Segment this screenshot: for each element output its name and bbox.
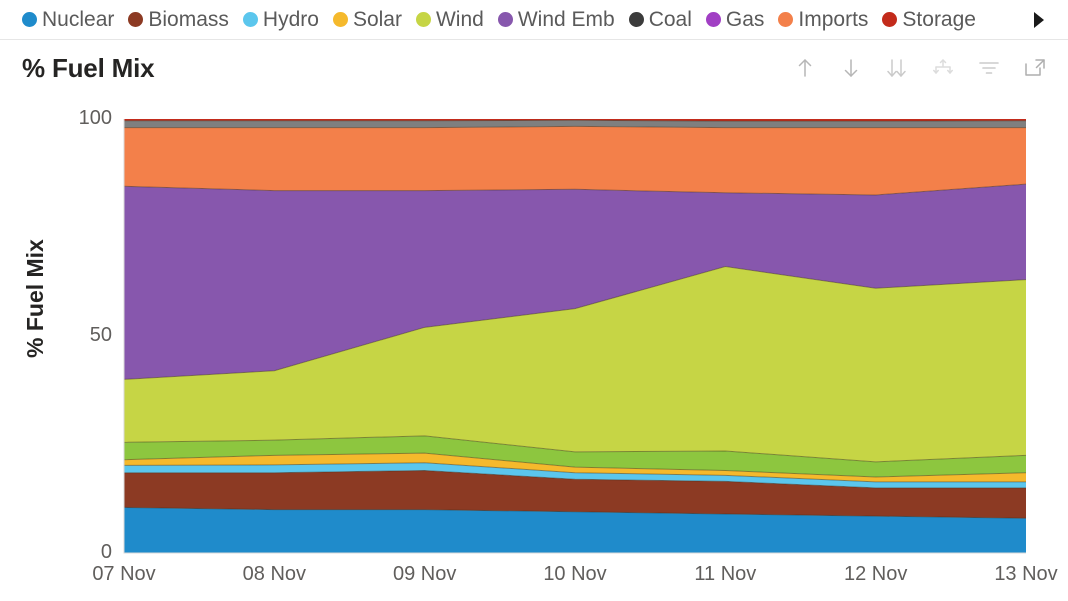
legend-item-gas[interactable]: Gas [705, 8, 765, 31]
area-series-wind-emb[interactable] [124, 266, 1026, 462]
area-series-gas[interactable] [124, 184, 1026, 380]
legend-item-label: Imports [798, 8, 869, 31]
legend-item-label: Gas [725, 8, 765, 31]
x-axis-tick-label: 12 Nov [843, 563, 908, 585]
legend-swatch-icon [128, 12, 144, 27]
chart-toolbar [792, 55, 1048, 81]
area-series-coal[interactable] [124, 120, 1026, 128]
legend-swatch-icon [242, 12, 258, 27]
legend-item-label: Wind Emb [517, 8, 615, 31]
legend-item-label: Storage [902, 8, 976, 31]
y-axis-tick-label: 100 [78, 107, 112, 129]
x-axis-tick-label: 10 Nov [543, 563, 607, 585]
legend-swatch-icon [497, 12, 513, 27]
drill-down-button[interactable] [884, 55, 910, 81]
legend-item-label: Wind [435, 8, 484, 31]
area-series-hydro[interactable] [124, 462, 1026, 488]
legend-overflow-chevron-right-icon[interactable] [1028, 9, 1050, 31]
x-axis-tick-label: 07 Nov [92, 563, 156, 585]
chart-legend: Nuclear Biomass Hydro Solar Wind Wind Emb Coal… [0, 0, 1068, 40]
legend-swatch-icon [415, 12, 431, 27]
area-series-storage[interactable] [124, 119, 1026, 122]
double-arrow-down-icon [887, 59, 906, 77]
chart-axis-lines [123, 119, 1026, 554]
legend-swatch-icon [705, 12, 721, 27]
legend-item-label: Hydro [262, 8, 319, 31]
area-series-nuclear[interactable] [124, 507, 1026, 553]
hierarchy-fork-icon [933, 59, 953, 74]
legend-swatch-icon [778, 12, 794, 27]
legend-item-biomass[interactable]: Biomass [128, 9, 229, 30]
series-boundary-line [123, 183, 1027, 196]
series-boundary-line [123, 266, 1027, 380]
sort-descending-button[interactable] [838, 55, 864, 81]
filter-icon [979, 62, 999, 74]
legend-item-label: Nuclear [42, 8, 115, 31]
x-axis-tick-label: 13 Nov [994, 563, 1058, 585]
series-boundary-line [123, 506, 1027, 519]
chart-plot-region: % Fuel Mix 0 50 100 07 Nov 08 Nov 09 Nov 10 N… [0, 103, 1068, 601]
arrow-up-icon [798, 59, 812, 77]
legend-swatch-icon [628, 12, 644, 27]
legend-item-label: Coal [648, 8, 692, 31]
series-boundary-line [123, 435, 1027, 463]
legend-item-wind-emb[interactable]: Wind Emb [497, 8, 615, 31]
y-axis-ticks: 0 50 100 [50, 103, 112, 601]
stacked-area-chart [123, 119, 1027, 554]
arrow-down-icon [844, 59, 858, 77]
series-boundary-line [123, 462, 1026, 483]
x-axis-tick-label: 08 Nov [242, 563, 307, 585]
page-title: % Fuel Mix [22, 53, 155, 83]
area-series-solar[interactable] [124, 453, 1026, 482]
area-series-wind[interactable] [124, 435, 1026, 478]
focus-mode-button[interactable] [1022, 55, 1048, 81]
expand-hierarchy-button[interactable] [930, 55, 956, 81]
legend-item-label: Solar [352, 8, 402, 31]
legend-item-wind[interactable]: Wind [415, 8, 484, 31]
legend-swatch-icon [882, 12, 898, 27]
legend-item-solar[interactable]: Solar [332, 8, 402, 31]
series-boundary-line [124, 470, 1026, 489]
y-axis-tick-label: 0 [100, 541, 112, 563]
legend-swatch-icon [332, 12, 348, 27]
series-boundary-line [123, 452, 1027, 478]
y-axis-tick-label: 50 [89, 324, 112, 346]
focus-expand-icon [1025, 59, 1045, 76]
filter-button[interactable] [976, 55, 1002, 81]
chart-header: % Fuel Mix [0, 41, 1068, 103]
legend-item-imports[interactable]: Imports [778, 9, 868, 30]
legend-swatch-icon [22, 12, 37, 27]
sort-ascending-button[interactable] [792, 55, 818, 81]
legend-item-hydro[interactable]: Hydro [242, 8, 319, 31]
x-axis-tick-label: 09 Nov [392, 563, 457, 585]
area-series-imports[interactable] [124, 126, 1026, 195]
series-boundary-line [124, 119, 1027, 122]
legend-item-nuclear[interactable]: Nuclear [22, 9, 114, 30]
legend-item-label: Biomass [148, 8, 229, 31]
x-axis-tick-label: 11 Nov [694, 563, 757, 585]
legend-item-coal[interactable]: Coal [628, 8, 692, 31]
legend-item-storage[interactable]: Storage [882, 9, 976, 30]
area-series-biomass[interactable] [124, 470, 1026, 519]
series-boundary-line [124, 125, 1026, 129]
